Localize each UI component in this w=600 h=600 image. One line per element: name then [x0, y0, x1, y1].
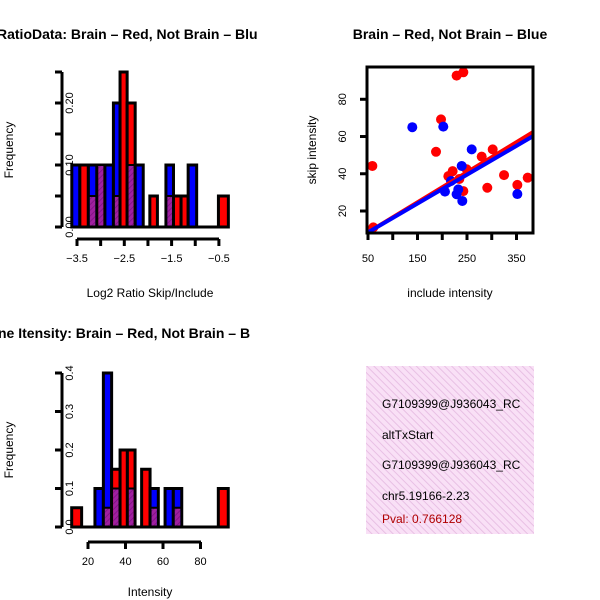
y-tick-label: 0.10: [64, 154, 76, 175]
y-tick-label: 80: [337, 93, 349, 105]
point-red: [487, 144, 498, 155]
chart-title: ne Itensity: Brain – Red, Not Brain – B: [0, 325, 250, 341]
point-red: [447, 166, 458, 177]
y-axis-label: Frequency: [2, 422, 16, 479]
y-tick-label: 0.0: [64, 519, 76, 534]
bar-blue: [186, 163, 199, 229]
x-tick-label: 50: [362, 253, 374, 265]
bar-overlap: [114, 196, 119, 226]
bar-blue: [101, 371, 114, 529]
y-tick-label: 0.4: [64, 365, 76, 380]
bar-overlap: [128, 488, 134, 526]
bar-overlap: [151, 507, 157, 526]
point-red: [476, 151, 487, 162]
y-tick-label: 0.3: [64, 404, 76, 419]
bar-overlap: [89, 196, 96, 226]
chart-title: Brain – Red, Not Brain – Blue: [353, 26, 548, 42]
bar-overlap: [128, 165, 134, 226]
plot-box: [365, 65, 535, 235]
bar-overlap: [98, 165, 104, 226]
y-tick-label: 0.20: [64, 92, 76, 113]
plot-area: [367, 67, 533, 233]
scatter-intensity: Brain – Red, Not Brain – Blue 50 150 250 350…: [305, 26, 547, 300]
x-axis-label: Log2 Ratio Skip/Include: [87, 286, 214, 300]
bar-overlap: [113, 488, 119, 526]
x-tick-label: 350: [507, 253, 525, 265]
info-line-2: altTxStart: [382, 428, 434, 442]
bar-red: [216, 487, 230, 529]
x-tick-label: 40: [119, 556, 131, 568]
bar-red: [148, 194, 159, 229]
y-tick-label: 20: [337, 205, 349, 217]
y-axis-label: skip intensity: [305, 116, 319, 185]
histogram-ratio: RatioData: Brain – Red, Not Brain – Blu 0…: [0, 26, 258, 300]
x-tick-label: −1.5: [161, 253, 183, 265]
info-line-4: chr5.19166-2.23: [382, 489, 470, 503]
bar-blue: [133, 163, 145, 229]
point-blue: [466, 144, 477, 155]
point-red: [431, 146, 442, 157]
x-tick-label: −3.5: [66, 253, 88, 265]
y-tick-label: 0.1: [64, 481, 76, 496]
x-tick-label: 150: [408, 253, 426, 265]
x-tick-label: 60: [157, 556, 169, 568]
bar-red: [70, 506, 84, 529]
point-red: [482, 182, 493, 193]
y-tick-label: 60: [337, 130, 349, 142]
point-blue: [457, 195, 468, 206]
point-blue: [456, 160, 467, 171]
x-axis-label: Intensity: [128, 585, 173, 599]
point-red: [367, 160, 378, 171]
y-axis-label: Frequency: [2, 122, 16, 179]
point-red: [512, 179, 523, 190]
point-red: [458, 67, 469, 78]
chart-title: RatioData: Brain – Red, Not Brain – Blu: [0, 26, 258, 42]
x-tick-label: −0.5: [208, 253, 230, 265]
info-box-background: [366, 366, 534, 534]
bar-overlap: [174, 507, 181, 526]
info-line-3: G7109399@J936043_RC: [382, 458, 521, 472]
x-tick-label: −2.5: [113, 253, 135, 265]
x-tick-label: 20: [82, 556, 94, 568]
point-blue: [407, 122, 418, 133]
y-tick-label: 0.00: [64, 216, 76, 237]
point-blue: [451, 189, 462, 200]
info-box: G7109399@J936043_RC altTxStart G7109399@…: [366, 366, 534, 534]
x-tick-label: 80: [194, 556, 206, 568]
fit-line-blue: [367, 134, 533, 233]
y-tick-label: 0.2: [64, 442, 76, 457]
bar-overlap: [167, 196, 172, 226]
point-blue: [512, 189, 523, 200]
histogram-intensity: ne Itensity: Brain – Red, Not Brain – B 0…: [0, 325, 250, 599]
point-red: [499, 170, 510, 181]
x-axis-label: include intensity: [407, 286, 492, 300]
pval-text: Pval: 0.766128: [382, 512, 462, 526]
bar-red: [216, 194, 230, 229]
y-tick-label: 40: [337, 168, 349, 180]
x-tick-label: 250: [458, 253, 476, 265]
info-line-1: G7109399@J936043_RC: [382, 397, 521, 411]
point-blue: [438, 121, 449, 132]
bar-overlap: [104, 507, 111, 526]
point-red: [522, 172, 533, 183]
